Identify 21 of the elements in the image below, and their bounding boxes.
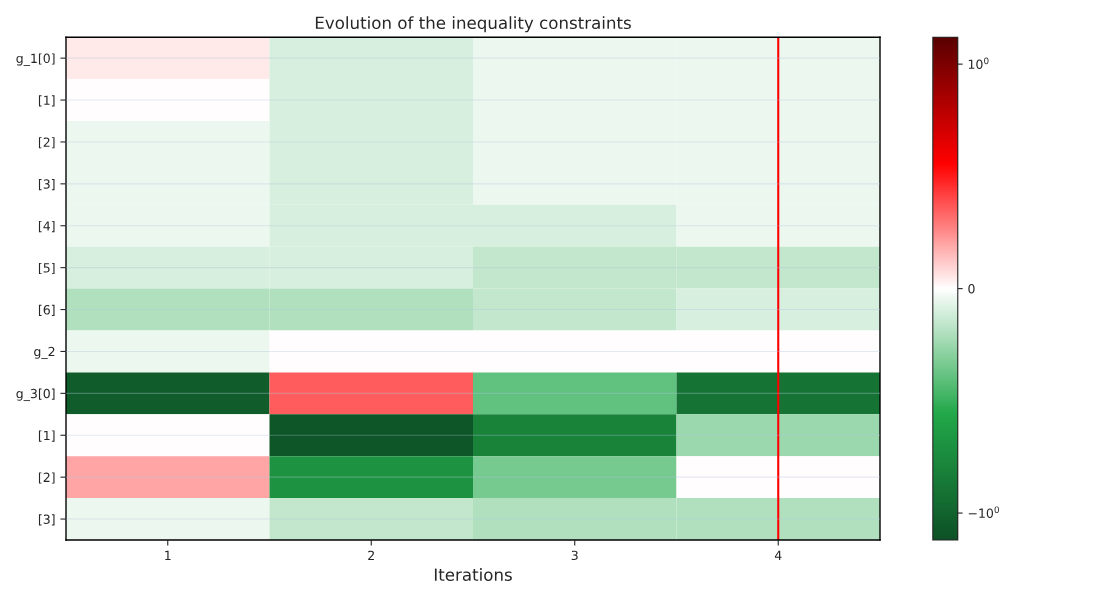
y-tick-label: [1] [38, 95, 55, 107]
y-tick-label: [2] [38, 472, 55, 484]
x-tick-label: 2 [368, 550, 374, 560]
y-tick-label: g_1[0] [16, 53, 55, 66]
color-bar-label: 0 [968, 284, 975, 294]
y-tick-label: [5] [38, 262, 55, 275]
y-tick-label: [4] [38, 221, 55, 233]
x-tick-label: 3 [571, 550, 578, 561]
x-axis-title: Iterations [434, 568, 512, 581]
x-tick-label: 1 [165, 550, 171, 560]
y-tick-label: [2] [38, 137, 55, 149]
y-tick-label: [3] [38, 179, 55, 191]
y-tick-label: [6] [38, 304, 55, 316]
y-tick-label: g_2 [34, 346, 55, 360]
color-bar-label: 10$^{0}$ [968, 57, 989, 69]
x-tick-label: 4 [774, 550, 782, 560]
y-tick-label: [1] [38, 430, 55, 442]
chart-title: Evolution of the inequality constraints [315, 16, 631, 33]
color-bar-label: −10$^{0}$ [968, 506, 999, 518]
y-tick-label: g_3[0] [16, 388, 55, 402]
y-tick-label: [3] [38, 514, 55, 526]
